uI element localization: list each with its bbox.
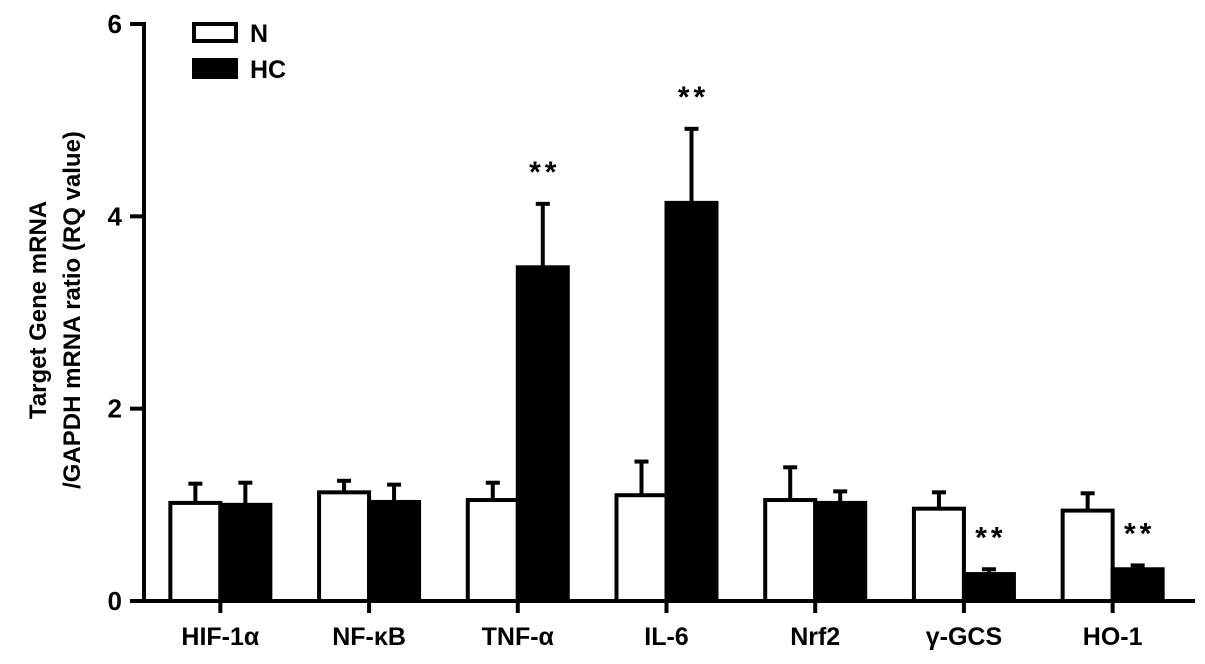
bar-hc [515,265,570,603]
y-tick-label: 0 [108,586,122,616]
x-tick-label: NF-κB [332,623,406,651]
bar-hc [1110,567,1165,604]
x-tick-label: HIF-1α [181,623,260,651]
legend: N HC [192,20,286,84]
bar-n [465,498,520,603]
significance-marker: ** [678,81,709,114]
x-tick-label: IL-6 [644,623,688,651]
y-axis-label-line-2: /GAPDH mRNA ratio (RQ value) [59,131,86,489]
y-axis-label-line-1: Target Gene mRNA [25,201,52,419]
x-tick-label: Nrf2 [790,623,840,651]
x-tick-label: TNF-α [482,623,555,651]
significance-marker: ** [529,156,560,189]
x-tick-label: HO-1 [1083,623,1143,651]
y-tick-label: 2 [108,394,122,424]
bar-n [1060,508,1115,603]
bar-hc [813,500,868,603]
bar-hc [367,499,422,603]
y-axis-label: Target Gene mRNA /GAPDH mRNA ratio (RQ v… [25,131,86,489]
legend-swatch-hc [192,58,238,79]
bar-n [763,498,818,603]
bar-n [911,506,966,603]
y-tick-label: 4 [108,201,123,231]
legend-label-hc: HC [250,56,286,84]
bar-n [168,500,223,603]
bar-hc [218,502,273,604]
x-tick-label: γ-GCS [926,623,1002,651]
bar-n [317,490,372,603]
bar-n [614,493,669,604]
bar-hc [664,200,719,603]
legend-label-n: N [250,20,268,48]
bars: ** ** ** ** [168,81,1165,604]
bar-hc [961,572,1016,603]
significance-marker: ** [975,521,1006,554]
legend-swatch-n [192,22,238,43]
y-tick-label: 6 [108,9,122,39]
significance-marker: ** [1124,517,1155,550]
